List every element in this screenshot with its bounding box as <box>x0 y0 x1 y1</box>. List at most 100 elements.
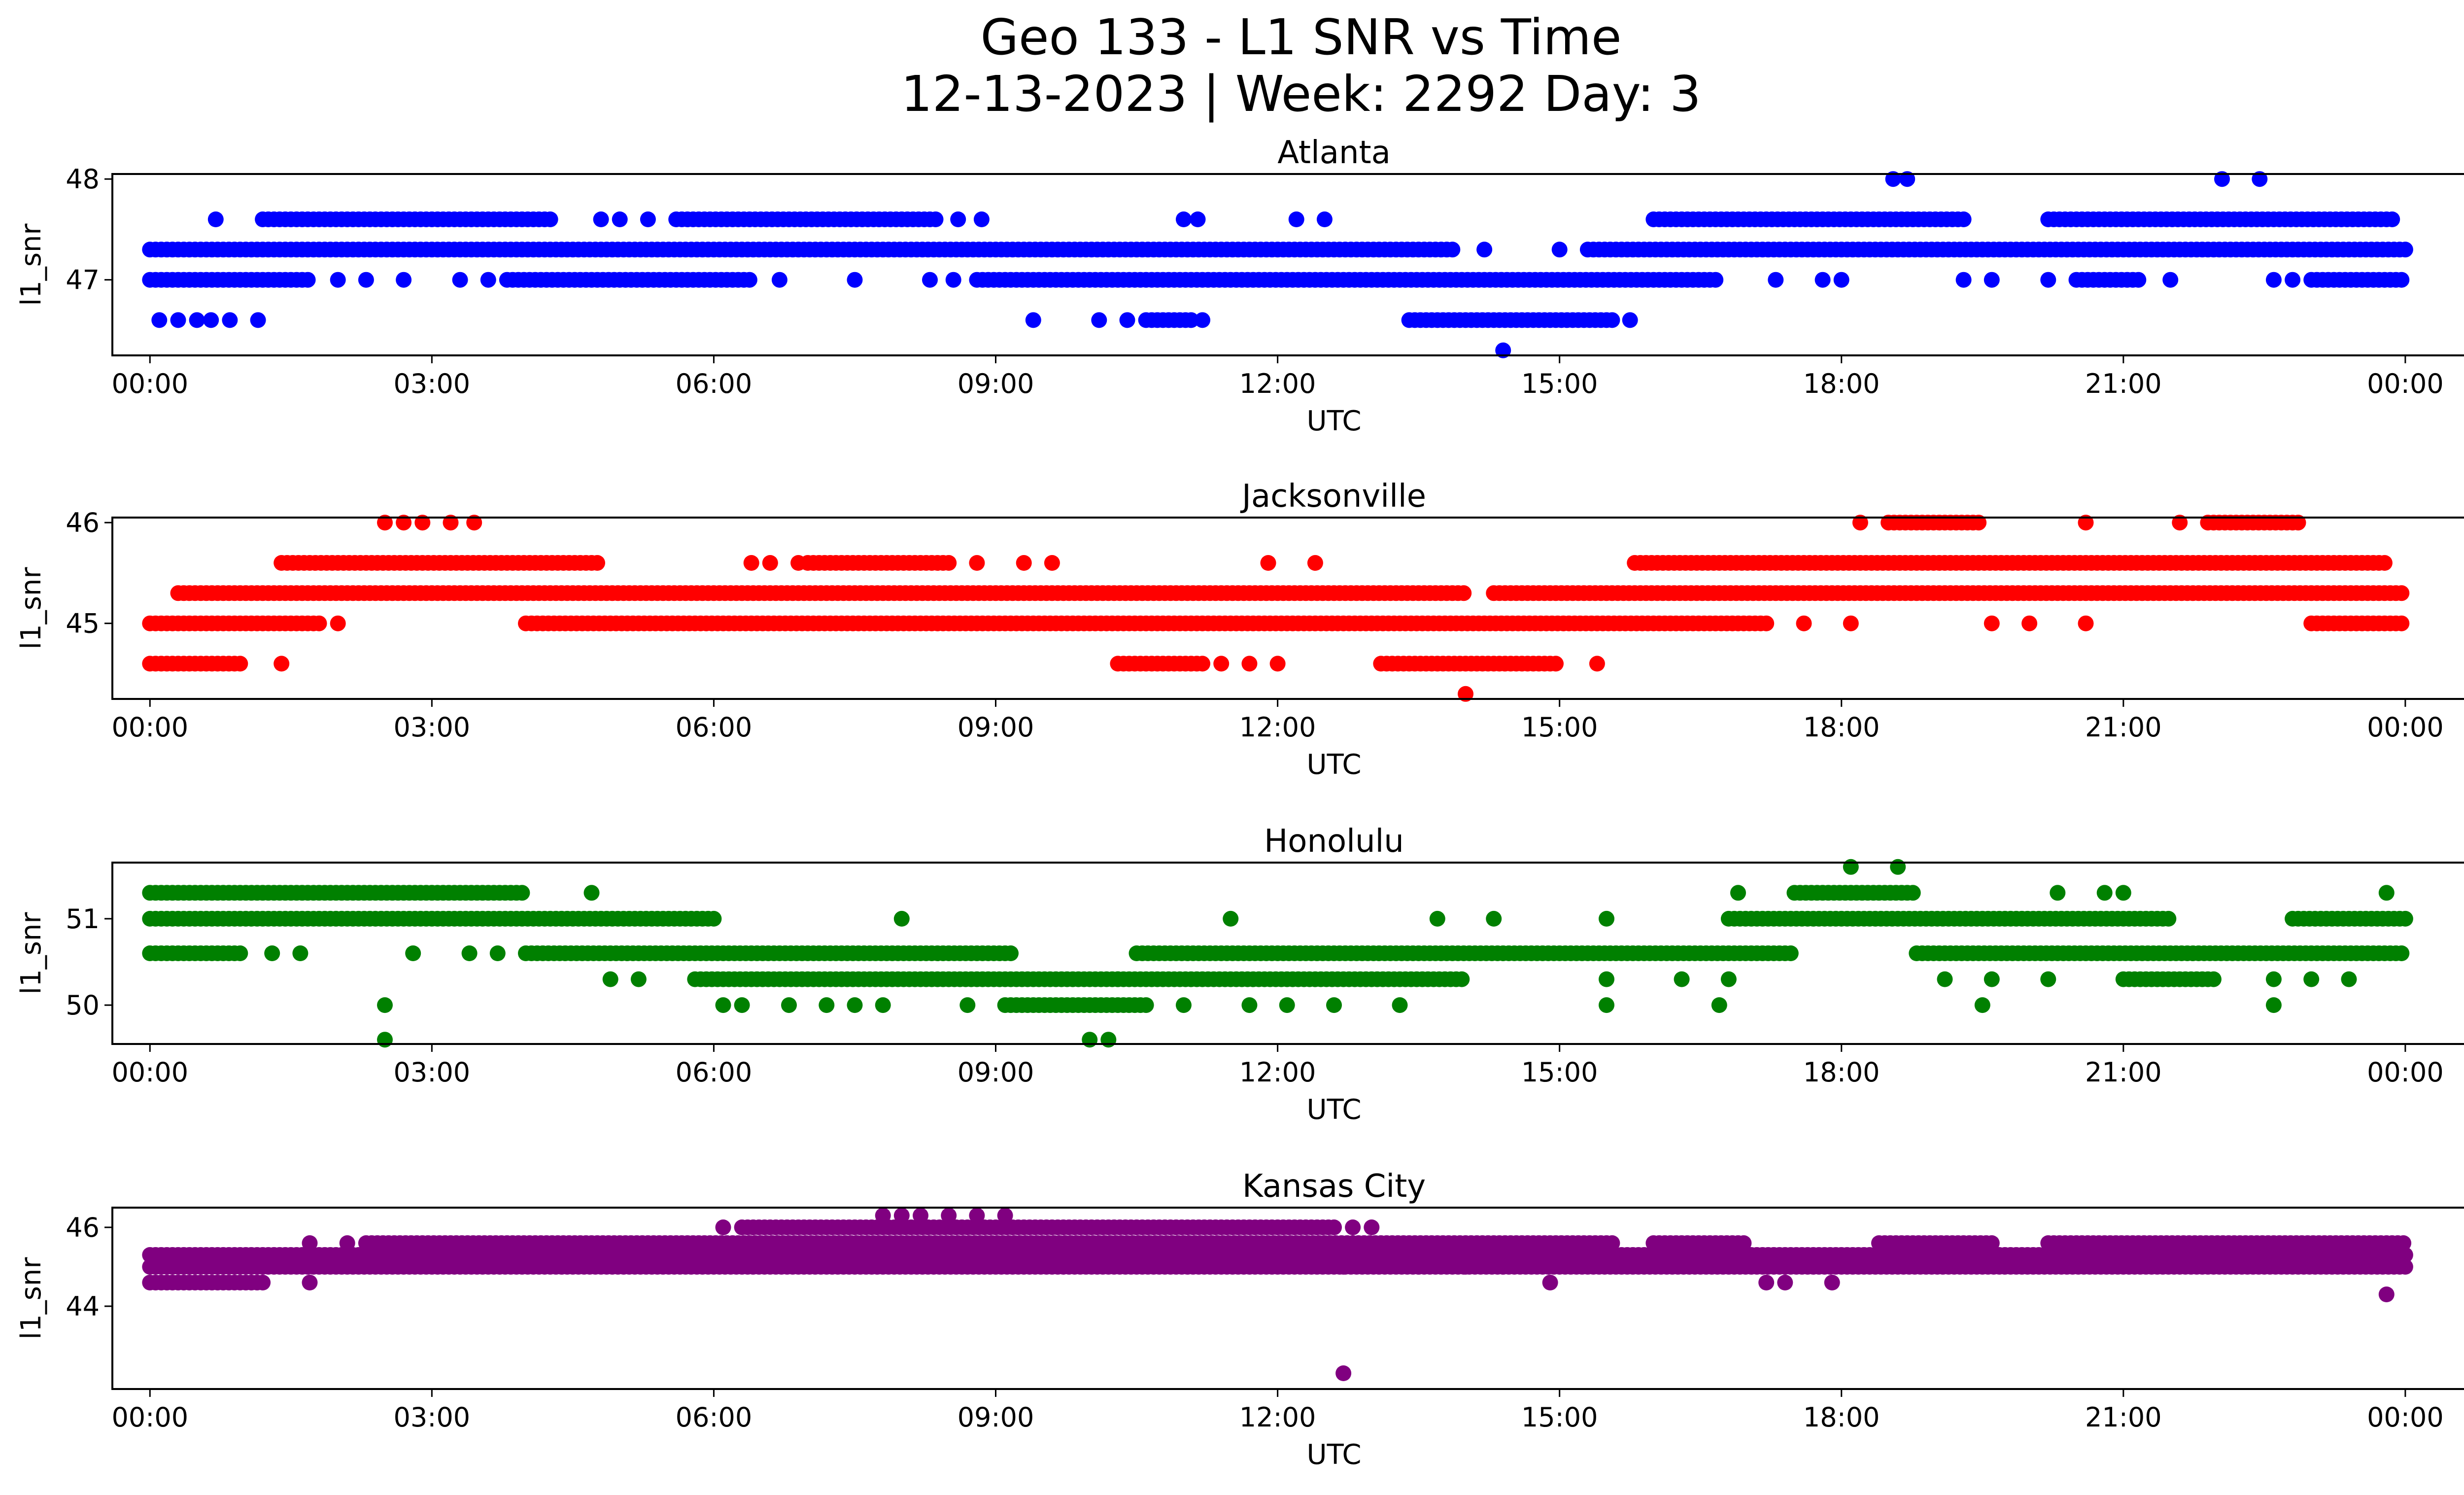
x-tick-label: 12:00 <box>1239 712 1316 743</box>
data-point <box>762 555 778 571</box>
data-point <box>941 1208 957 1223</box>
x-tick-label: 09:00 <box>958 368 1034 399</box>
data-point <box>1824 1275 1840 1290</box>
data-point <box>2265 971 2282 987</box>
data-point <box>2040 971 2056 987</box>
data-point <box>1138 997 1154 1013</box>
data-point <box>602 971 618 987</box>
y-tick-label: 47 <box>66 265 100 296</box>
data-point <box>589 555 605 571</box>
data-point <box>973 211 990 227</box>
x-tick-label: 00:00 <box>111 368 188 399</box>
x-tick-label: 15:00 <box>1521 712 1598 743</box>
data-point <box>941 555 957 571</box>
data-point <box>1955 272 1972 288</box>
data-point <box>1316 211 1333 227</box>
data-point <box>207 211 224 227</box>
data-point <box>405 945 421 961</box>
data-point <box>1984 272 2000 288</box>
data-point <box>913 1208 928 1223</box>
data-point <box>396 515 412 531</box>
data-point <box>1119 312 1135 328</box>
x-tick-label: 15:00 <box>1521 1057 1598 1088</box>
data-point <box>2160 910 2177 927</box>
data-point <box>1599 997 1614 1013</box>
data-point <box>2384 211 2400 227</box>
data-point <box>222 312 238 328</box>
data-point <box>1885 171 1901 187</box>
axes-frame <box>111 862 2464 1045</box>
subplot-1: Jacksonville 00:00 03:00 06:00 09:00 12:00 15:… <box>15 478 2464 781</box>
data-point <box>734 997 750 1013</box>
data-point <box>1288 211 1304 227</box>
x-tick-label: 18:00 <box>1803 1402 1880 1433</box>
subplot-title: Jacksonville <box>1240 478 1426 515</box>
data-point <box>2021 615 2038 631</box>
data-point <box>2265 997 2282 1013</box>
data-point <box>151 312 168 328</box>
axes-frame <box>111 1207 2464 1390</box>
data-point <box>1937 971 1953 987</box>
subplot-title: Honolulu <box>1264 823 1404 860</box>
data-point <box>1495 1259 1511 1275</box>
y-axis-label: l1_snr <box>15 223 47 306</box>
data-point <box>781 997 797 1013</box>
data-point <box>1599 971 1614 987</box>
x-axis-label: UTC <box>1306 1439 1361 1471</box>
subplot-title: Atlanta <box>1277 135 1391 171</box>
data-point <box>959 997 976 1013</box>
data-point <box>480 272 496 288</box>
data-point <box>1796 615 1812 631</box>
data-point <box>2394 615 2410 631</box>
data-point <box>2378 885 2395 901</box>
x-tick-label: 00:00 <box>111 712 188 743</box>
data-point <box>1183 312 1199 328</box>
data-point <box>969 1208 985 1223</box>
data-point <box>274 656 290 672</box>
data-point <box>1364 1219 1380 1235</box>
data-point <box>1345 1219 1361 1235</box>
data-point <box>302 1275 318 1290</box>
data-point <box>2290 515 2306 531</box>
x-tick-label: 21:00 <box>2085 368 2162 399</box>
data-point <box>2341 971 2357 987</box>
data-point <box>1326 997 1342 1013</box>
axes-frame <box>111 517 2464 700</box>
x-tick-label: 21:00 <box>2085 1402 2162 1433</box>
data-point <box>1974 997 1990 1013</box>
axes-frame <box>111 173 2464 356</box>
data-point <box>1905 885 1921 901</box>
data-point <box>1307 555 1323 571</box>
x-axis-label: UTC <box>1306 1094 1361 1126</box>
data-point <box>2265 272 2282 288</box>
data-point <box>2252 171 2268 187</box>
data-point <box>847 272 863 288</box>
data-point <box>640 211 656 227</box>
data-point <box>1486 910 1502 927</box>
data-point <box>452 272 468 288</box>
data-point <box>893 910 910 927</box>
data-point <box>847 997 863 1013</box>
data-point <box>339 1235 355 1251</box>
data-point <box>203 312 219 328</box>
data-point <box>330 272 346 288</box>
data-point <box>170 312 186 328</box>
y-tick-label: 45 <box>66 608 100 639</box>
x-axis-label: UTC <box>1306 749 1361 781</box>
data-point <box>2115 885 2131 901</box>
data-point <box>1890 859 1906 875</box>
data-point <box>875 997 891 1013</box>
data-point <box>1269 656 1286 672</box>
data-point <box>893 1208 910 1223</box>
data-point <box>250 312 266 328</box>
data-point <box>1458 1259 1473 1275</box>
data-point <box>189 312 205 328</box>
data-point <box>1454 971 1470 987</box>
y-axis-label: l1_snr <box>15 912 47 995</box>
data-point <box>1984 1235 2000 1251</box>
x-tick-label: 18:00 <box>1803 712 1880 743</box>
data-point <box>1456 585 1472 601</box>
data-point <box>715 1219 731 1235</box>
data-point <box>2285 272 2301 288</box>
